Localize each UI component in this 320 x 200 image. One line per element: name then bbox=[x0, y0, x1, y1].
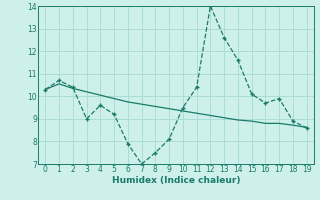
X-axis label: Humidex (Indice chaleur): Humidex (Indice chaleur) bbox=[112, 176, 240, 185]
